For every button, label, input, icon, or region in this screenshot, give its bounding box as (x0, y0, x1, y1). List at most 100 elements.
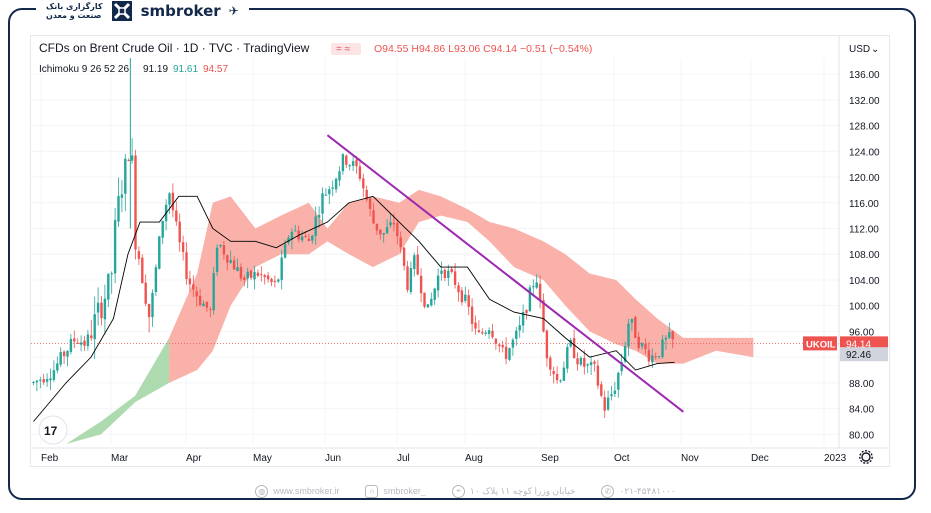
candle-up (79, 342, 83, 345)
candle-down (637, 336, 640, 349)
footer-phone[interactable]: ✆ ۰۲۱-۴۵۴۸۱۰۰۰ (601, 484, 676, 498)
candle-down (62, 351, 66, 357)
candle-up (426, 304, 430, 308)
candle-up (120, 194, 124, 198)
candle-up (161, 220, 164, 238)
candle-down (419, 275, 423, 294)
candle-up (32, 382, 35, 384)
candle-down (147, 303, 151, 317)
candle-down (188, 278, 192, 285)
candle-up (124, 158, 127, 194)
candle-down (239, 267, 243, 279)
instagram-text: smbroker_ (383, 486, 426, 496)
candle-up (280, 257, 283, 280)
candle-up (96, 302, 100, 313)
candle-up (49, 378, 52, 381)
candle-up (348, 165, 351, 167)
candle-down (647, 350, 651, 362)
time-tick-label: Dec (751, 453, 769, 464)
gear-icon[interactable] (859, 450, 873, 464)
price-chart[interactable]: 136.00 132.00 128.00 124.00 120.00 116.00 112.… (31, 36, 889, 466)
candle-up (56, 363, 59, 371)
candle-down (467, 295, 470, 307)
candle-up (321, 193, 324, 214)
candle-up (314, 216, 317, 236)
candle-up (59, 351, 62, 365)
time-tick-label: Mar (111, 453, 129, 464)
second-price-badge (840, 347, 888, 362)
candle-down (634, 317, 637, 338)
candle-up (464, 294, 467, 301)
candle-down (243, 277, 246, 280)
footer-instagram[interactable]: ○ smbroker_ (365, 484, 426, 498)
time-tick-label: Jul (397, 453, 410, 464)
candle-down (477, 330, 481, 332)
candle-up (287, 237, 290, 243)
candle-up (334, 178, 338, 190)
smbroker-logo-icon (111, 1, 132, 21)
candle-up (623, 346, 627, 362)
candle-down (538, 283, 542, 301)
candle-up (562, 367, 566, 381)
candle-down (205, 301, 209, 308)
candle-down (209, 308, 212, 310)
compare-badge[interactable] (331, 43, 361, 55)
candle-up (566, 347, 569, 369)
candle-up (341, 154, 345, 172)
candle-down (195, 291, 198, 297)
candle-down (358, 166, 362, 179)
candle-up (528, 287, 532, 312)
candle-down (226, 255, 229, 263)
price-tick-label: 116.00 (849, 199, 879, 210)
time-axis: Feb Mar Apr May Jun Jul Aug Sep Oct Nov Dec 2023 (31, 447, 889, 464)
candle-down (501, 344, 504, 348)
candle-up (589, 362, 593, 366)
chart-panel[interactable]: 136.00 132.00 128.00 124.00 120.00 116.00 112.… (30, 35, 890, 467)
candle-up (151, 292, 154, 318)
candle-up (130, 155, 134, 161)
candle-up (382, 233, 385, 235)
candle-up (66, 350, 69, 357)
currency-dropdown-icon[interactable]: ⌄ (871, 44, 879, 55)
candle-up (484, 332, 487, 334)
candle-down (181, 242, 185, 253)
candle-up (35, 380, 39, 383)
candle-up (440, 270, 443, 274)
candle-up (229, 259, 232, 263)
candle-up (409, 268, 413, 292)
candle-up (212, 273, 215, 311)
website-text: www.smbroker.ir (273, 486, 340, 496)
candle-down (406, 266, 409, 291)
candle-down (379, 229, 382, 235)
candle-up (283, 244, 287, 258)
candle-down (460, 290, 464, 303)
candle-down (504, 346, 508, 359)
candle-up (508, 348, 511, 360)
trendline-group (326, 134, 684, 413)
candle-down (603, 397, 606, 411)
candle-down (175, 210, 178, 222)
candle-up (202, 303, 205, 307)
candle-up (447, 270, 450, 278)
trendline (326, 134, 684, 413)
candle-up (328, 189, 331, 195)
candle-up (436, 275, 440, 291)
candle-up (487, 330, 491, 334)
candle-down (545, 330, 549, 359)
time-tick-label: Aug (465, 453, 483, 464)
candle-down (399, 237, 402, 248)
candle-up (521, 311, 525, 326)
candle-down (392, 222, 396, 225)
chart-grid (31, 58, 839, 444)
tenkan-sen (33, 195, 675, 422)
currency-selector[interactable]: USD (849, 44, 870, 55)
candle-down (307, 238, 311, 242)
footer-website[interactable]: ◍ www.smbroker.ir (255, 484, 340, 498)
bank-name-line2: صنعت و معدن (46, 11, 102, 20)
candle-up (86, 334, 90, 347)
candle-down (525, 310, 528, 314)
candle-down (137, 251, 141, 259)
candle-up (559, 380, 562, 382)
symbol-badge (803, 336, 837, 351)
candle-down (600, 384, 603, 396)
